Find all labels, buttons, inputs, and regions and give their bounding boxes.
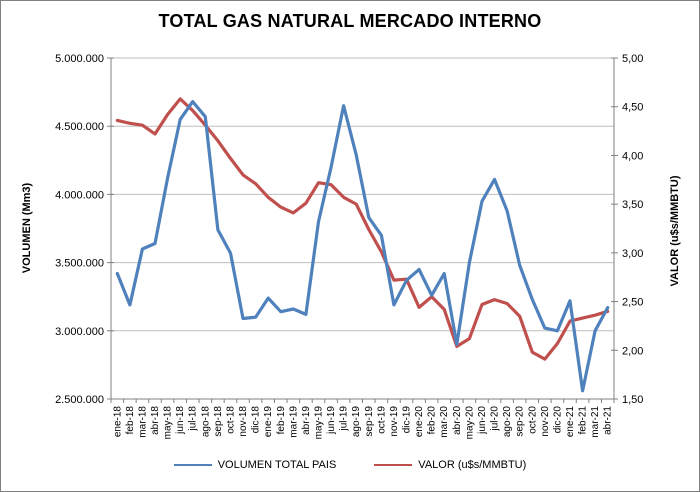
y-right-tick-label: 2,00 xyxy=(622,345,643,357)
x-tick-label: oct-18 xyxy=(225,406,236,434)
legend-label-volumen: VOLUMEN TOTAL PAIS xyxy=(217,459,337,471)
x-tick-label: abr-20 xyxy=(452,406,463,435)
x-tick-label: feb-21 xyxy=(578,406,589,435)
legend-line-volumen xyxy=(173,464,212,466)
x-tick-label: abr-19 xyxy=(301,406,312,435)
x-tick-label: ago-18 xyxy=(200,406,211,438)
x-tick-label: jul-18 xyxy=(188,406,199,432)
y-right-tick-label: 5,00 xyxy=(622,53,643,65)
x-tick-label: may-18 xyxy=(163,406,174,440)
series-line-volumen xyxy=(115,99,610,393)
y-right-tick-label: 4,50 xyxy=(622,102,643,114)
x-tick-label: dic-18 xyxy=(251,406,262,434)
x-tick-label: mar-20 xyxy=(439,406,450,438)
y-left-tick-label: 4.000.000 xyxy=(55,189,104,201)
x-tick-label: ene-18 xyxy=(112,406,123,438)
x-tick-label: mar-19 xyxy=(288,406,299,438)
x-tick-label: feb-19 xyxy=(276,406,287,435)
x-tick-label: jul-19 xyxy=(339,406,350,432)
y-right-tick-label: 2,50 xyxy=(622,297,643,309)
x-tick-label: ago-20 xyxy=(502,406,513,438)
y-right-tick-label: 3,00 xyxy=(622,248,643,260)
x-tick-label: dic-20 xyxy=(552,406,563,434)
x-tick-label: jun-19 xyxy=(326,406,337,435)
x-tick-label: abr-18 xyxy=(150,406,161,435)
y-left-tick-label: 3.000.000 xyxy=(55,326,104,338)
x-tick-label: ene-19 xyxy=(263,406,274,438)
y-left-tick-label: 4.500.000 xyxy=(55,121,104,133)
y-right-tick-label: 1,50 xyxy=(622,394,643,406)
y-left-tick-label: 2.500.000 xyxy=(55,394,104,406)
x-tick-label: jun-20 xyxy=(477,406,488,435)
y-right-tick-label: 4,00 xyxy=(622,150,643,162)
x-tick-label: sep-20 xyxy=(515,406,526,437)
x-tick-label: ago-19 xyxy=(351,406,362,438)
x-tick-label: mar-18 xyxy=(137,406,148,438)
series-line-valor xyxy=(115,97,610,361)
y-left-tick-label: 3.500.000 xyxy=(55,258,104,270)
x-tick-label: may-19 xyxy=(313,406,324,440)
x-tick-label: oct-19 xyxy=(376,406,387,434)
x-tick-label: abr-21 xyxy=(603,406,614,435)
x-tick-label: feb-18 xyxy=(125,406,136,435)
x-tick-label: jul-20 xyxy=(490,406,501,432)
x-tick-label: sep-19 xyxy=(364,406,375,437)
x-tick-label: nov-19 xyxy=(389,406,400,437)
x-tick-label: nov-20 xyxy=(540,406,551,437)
chart-title: TOTAL GAS NATURAL MERCADO INTERNO xyxy=(158,11,542,31)
x-tick-label: oct-20 xyxy=(527,406,538,434)
legend-line-valor xyxy=(374,464,413,466)
x-tick-label: mar-21 xyxy=(590,406,601,438)
legend-item-volumen: VOLUMEN TOTAL PAIS xyxy=(173,459,337,471)
y-right-tick-label: 3,50 xyxy=(622,199,643,211)
legend-label-valor: VALOR (u$s/MMBTU) xyxy=(418,459,527,471)
chart-legend: VOLUMEN TOTAL PAIS VALOR (u$s/MMBTU) xyxy=(1,459,699,471)
x-tick-label: sep-18 xyxy=(213,406,224,437)
x-tick-label: jun-18 xyxy=(175,406,186,435)
legend-item-valor: VALOR (u$s/MMBTU) xyxy=(374,459,526,471)
x-tick-label: ene-20 xyxy=(414,406,425,438)
x-tick-label: dic-19 xyxy=(402,406,413,434)
y-axis-title-right: VALOR (u$s/MMBTU) xyxy=(669,175,681,287)
x-tick-label: nov-18 xyxy=(238,406,249,437)
x-tick-label: ene-21 xyxy=(565,406,576,438)
x-tick-label: feb-20 xyxy=(427,406,438,435)
x-tick-label: may-20 xyxy=(464,406,475,440)
y-left-tick-label: 5.000.000 xyxy=(55,53,104,65)
y-axis-title-left: VOLUMEN (Mm3) xyxy=(21,182,33,274)
